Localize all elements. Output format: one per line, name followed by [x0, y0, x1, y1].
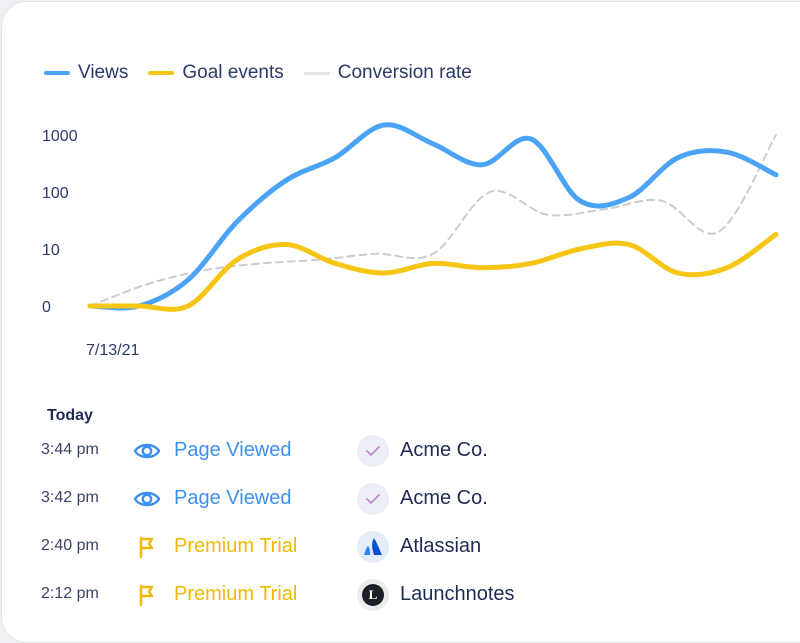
event-name-link[interactable]: Premium Trial [174, 583, 298, 605]
legend-label-conversion-rate: Conversion rate [337, 62, 472, 83]
legend-item-goal-events[interactable]: Goal events [148, 62, 284, 84]
feed-row[interactable]: 2:40 pm Premium Trial Atlassian [2, 523, 800, 571]
y-tick-label: 0 [42, 299, 51, 316]
y-tick-label: 100 [42, 185, 69, 202]
x-tick-label: 7/13/21 [86, 342, 139, 359]
legend-swatch-goal-events [148, 71, 175, 75]
company-name-link[interactable]: Atlassian [400, 535, 482, 557]
series-line-goal-events [87, 231, 779, 312]
company-name-link[interactable]: Acme Co. [400, 487, 488, 509]
legend-swatch-conversion-rate [303, 71, 330, 75]
y-tick-label: 10 [42, 242, 60, 259]
company-name-link[interactable]: Launchnotes [400, 583, 515, 605]
event-feed: 3:44 pm Page Viewed Acme Co. 3:42 pm Page Vi… [2, 427, 800, 619]
event-time: 3:44 pm [41, 441, 99, 458]
feed-row[interactable]: 2:12 pm Premium Trial L Launchnotes [2, 571, 800, 619]
event-name-link[interactable]: Premium Trial [174, 535, 298, 557]
event-time: 2:40 pm [41, 537, 99, 554]
event-name-link[interactable]: Page Viewed [174, 439, 292, 461]
legend-item-views[interactable]: Views [44, 62, 128, 84]
flag-icon [133, 581, 161, 609]
company-name-link[interactable]: Acme Co. [400, 439, 488, 461]
event-name-link[interactable]: Page Viewed [174, 487, 292, 509]
legend-item-conversion-rate[interactable]: Conversion rate [303, 62, 472, 84]
eye-icon [133, 485, 161, 513]
series-line-views [87, 122, 779, 311]
feed-row[interactable]: 3:44 pm Page Viewed Acme Co. [2, 427, 800, 475]
legend-label-views: Views [78, 62, 129, 83]
series-line-conversion-rate [89, 134, 777, 307]
legend-swatch-views [44, 71, 70, 75]
feed-row[interactable]: 3:42 pm Page Viewed Acme Co. [2, 475, 800, 523]
event-time: 2:12 pm [41, 585, 99, 602]
flag-icon [133, 533, 161, 561]
chart-legend: Views Goal events Conversion rate [44, 62, 492, 84]
eye-icon [133, 437, 161, 465]
feed-title: Today [47, 407, 93, 424]
legend-label-goal-events: Goal events [182, 62, 284, 83]
y-tick-label: 1000 [42, 128, 78, 145]
event-time: 3:42 pm [41, 489, 99, 506]
